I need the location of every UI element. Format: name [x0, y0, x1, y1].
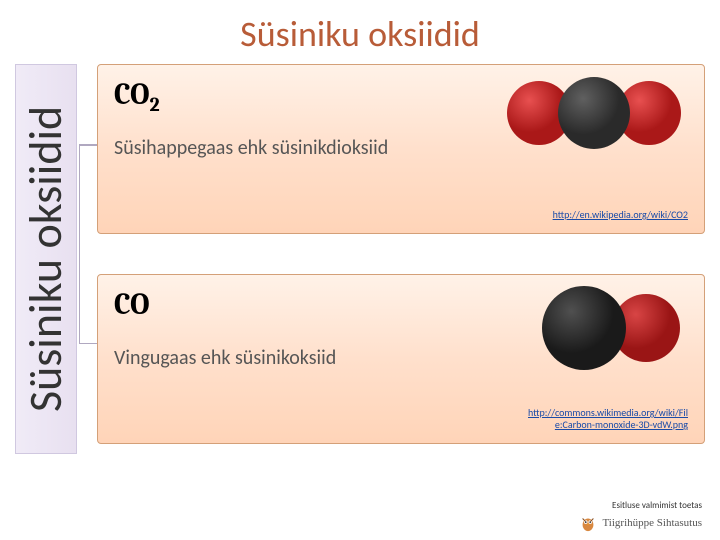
tree-connector [79, 144, 97, 344]
cards-container: CO2 Süsihappegaas ehk süsinikdioksiid ht… [97, 64, 705, 444]
source-link-co[interactable]: http://commons.wikimedia.org/wiki/Fil e:… [528, 407, 688, 431]
molecule-co2-icon [504, 73, 684, 153]
footer: Esitluse valmimist toetas Tiigrihüppe Si… [579, 500, 702, 532]
source-link-co2[interactable]: http://en.wikipedia.org/wiki/CO2 [553, 209, 688, 221]
molecule-co-icon [534, 283, 684, 373]
formula-base: CO [114, 287, 150, 322]
formula-base: CO [114, 77, 150, 112]
card-co2: CO2 Süsihappegaas ehk süsinikdioksiid ht… [97, 64, 705, 234]
formula-sub: 2 [150, 93, 160, 116]
footer-tagline: Esitluse valmimist toetas [579, 500, 702, 511]
page-title: Süsiniku oksiidid [0, 0, 720, 64]
content-area: Süsiniku oksiidid CO2 Süsihappegaas ehk … [0, 64, 720, 454]
footer-brand: Tiigrihüppe Sihtasutus [602, 517, 702, 529]
footer-logo: Tiigrihüppe Sihtasutus [579, 514, 702, 532]
card-co: CO Vingugaas ehk süsinikoksiid http://co… [97, 274, 705, 444]
owl-icon [579, 514, 597, 532]
sidebar-label: Süsiniku oksiidid [15, 64, 77, 454]
